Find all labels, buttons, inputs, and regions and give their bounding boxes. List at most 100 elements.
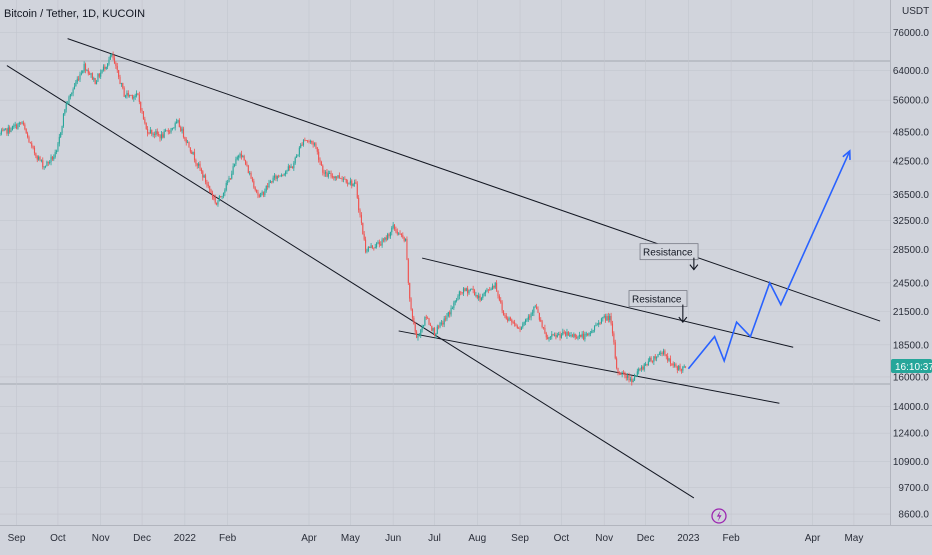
candle-body [97,74,99,82]
candle-body [656,357,658,359]
candle-body [200,168,202,172]
candle-body [450,308,452,315]
candle-body [566,331,568,336]
candle-body [398,233,400,235]
candle-body [182,128,185,138]
projection-path[interactable] [687,149,851,370]
down-arrow-icon [678,316,688,324]
candle-body [352,183,354,186]
candle-body [221,196,223,198]
candle-body [65,104,67,110]
candle-body [227,182,229,184]
candle-body [20,122,22,124]
candle-body [271,181,273,183]
candle-body [356,183,358,198]
candle-body [289,166,291,168]
candle-body [267,186,269,188]
candle-body [138,94,140,103]
candle-body [174,123,176,128]
candle-body [347,182,349,184]
candle-body [290,166,292,168]
candle-body [527,316,529,320]
price-axis[interactable]: USDT 76000.0 64000.0 56000.0 48500.0 42500.0… [893,6,930,521]
candle-body [376,243,378,247]
candle-body [130,95,132,96]
candle-body [51,156,53,160]
candle-body [272,177,274,183]
candle-body [447,312,449,316]
candle-body [382,239,385,241]
candle-body [278,175,280,177]
candle-body [416,331,418,338]
candle-body [340,178,342,179]
candle-body [224,190,226,193]
candle-body [549,336,551,338]
price-tick-label: 64000.0 [893,66,930,77]
projection-line [687,150,851,370]
candle-body [374,246,376,248]
candle-body [399,233,401,235]
candle-body [39,156,41,161]
candle-body [44,166,47,168]
trendlines[interactable] [6,38,881,499]
candle-body [126,92,128,96]
candle-body [220,195,222,197]
candle-body [501,302,503,311]
candle-body [17,124,19,129]
candle-body [478,295,480,298]
candle-body [282,174,284,176]
candle-body [240,153,242,158]
candle-body [287,166,289,171]
candle-body [38,156,40,160]
candle-body [69,94,71,97]
candle-body [429,324,431,326]
candle-body [456,300,458,301]
candle-body [436,326,438,334]
candle-body [325,172,327,174]
candle-body [509,317,511,320]
candle-body [198,163,200,166]
candle-body [100,72,102,77]
candle-body [156,131,158,135]
candle-body [178,120,180,128]
time-tick-label: Dec [133,533,151,544]
candle-body [216,202,218,205]
candle-body [167,130,169,132]
candle-body [202,171,204,178]
candle-body [33,147,36,154]
candle-body [582,333,585,340]
candle-body [559,333,561,338]
candle-body [658,353,660,355]
candle-body [616,358,618,368]
candle-body [377,242,379,244]
price-tick-label: 18500.0 [893,340,930,351]
candle-body [385,237,387,240]
trendline-upper-resistance [67,38,881,322]
candle-body [238,155,240,158]
candle-body [211,193,213,197]
price-badge[interactable]: 16:10:37 [891,359,932,373]
candle-body [166,130,168,132]
trendline-mid-resistance [422,257,794,348]
candle-body [476,295,478,298]
flash-icon[interactable] [711,508,727,524]
candle-body [338,175,340,179]
annotations[interactable]: Resistance Resistance [628,243,699,324]
candle-body [148,133,150,135]
candle-body [645,364,647,365]
candle-body [574,334,576,338]
time-tick-label: Apr [805,533,821,544]
candle-body [102,66,105,71]
candle-body [84,63,87,71]
time-axis[interactable]: Sep Oct Nov Dec 2022 Feb Apr May Jun Jul Aug Sep Oct… [8,533,864,544]
candle-body [453,302,455,309]
candle-body [410,298,412,310]
symbol-title[interactable]: Bitcoin / Tether, 1D, KUCOIN [4,8,145,20]
candle-body [473,290,476,296]
candle-body [560,334,562,338]
candle-body [540,319,542,322]
candle-body [505,315,507,319]
candle-body [236,157,238,160]
